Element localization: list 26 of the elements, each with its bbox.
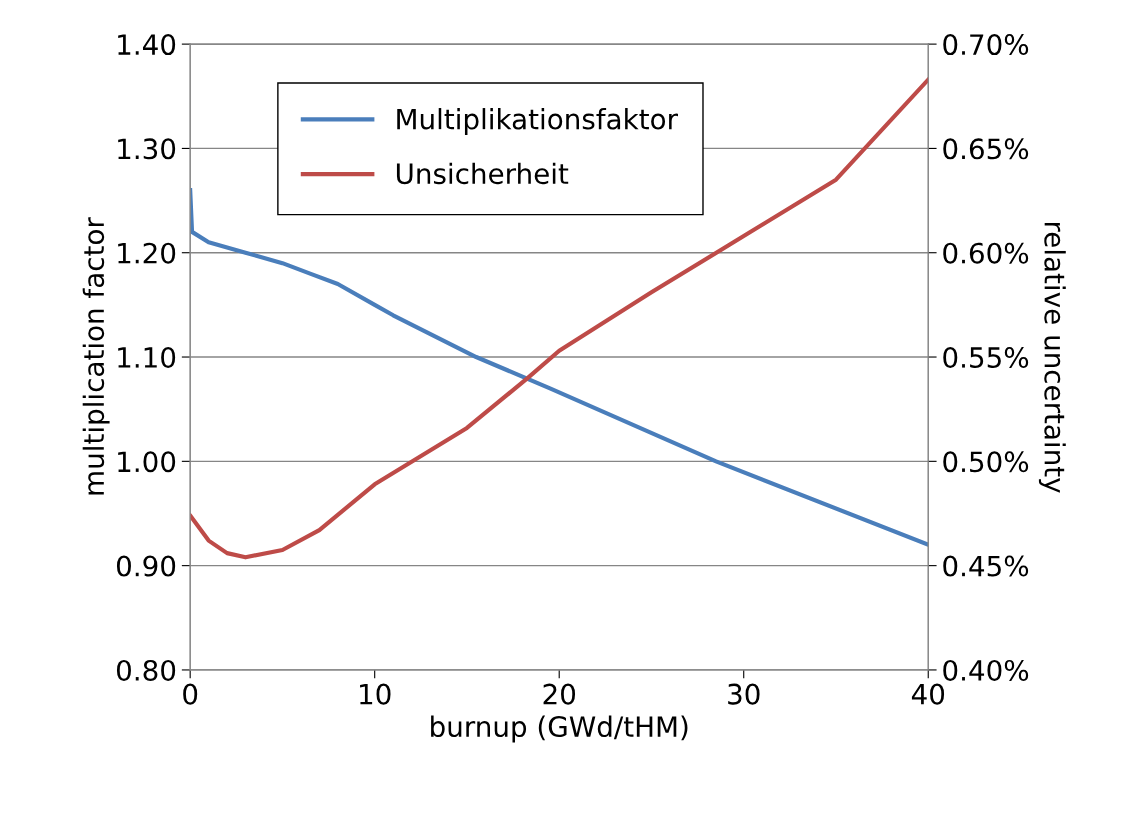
y2-tick-label: 0.65% xyxy=(943,138,1029,160)
y-tick-label: 1.30 xyxy=(118,138,176,160)
y-tick-label: 0.90 xyxy=(116,555,176,577)
y2-axis-title: relative uncertainty xyxy=(1038,222,1066,493)
y-tick-label: 1.40 xyxy=(118,34,176,56)
y2-tick-label: 0.50% xyxy=(943,451,1029,473)
y-axis-title: multiplication factor xyxy=(82,217,110,495)
y2-tick-label: 0.45% xyxy=(943,555,1029,577)
x-tick-label: 40 xyxy=(911,683,945,705)
y2-tick-label: 0.55% xyxy=(943,346,1029,368)
legend-label: Multiplikationsfaktor xyxy=(397,108,678,135)
line-series xyxy=(190,77,929,560)
x-tick-label: 20 xyxy=(543,683,576,705)
x-tick-label: 10 xyxy=(360,683,391,705)
y2-tick-label: 0.60% xyxy=(943,242,1029,264)
x-tick-label: 30 xyxy=(728,683,760,705)
y-tick-label: 1.20 xyxy=(118,242,176,264)
x-tick-label: 0 xyxy=(183,683,198,705)
legend-label: Unsicherheit xyxy=(396,162,569,185)
y-tick-label: 1.00 xyxy=(118,451,176,473)
y-tick-label: 1.10 xyxy=(118,346,176,368)
x-axis-title: burnup (GWd/tHM) xyxy=(431,715,688,743)
y2-tick-label: 0.70% xyxy=(943,34,1029,56)
line-series xyxy=(190,188,929,547)
y-tick-label: 0.80 xyxy=(116,659,176,681)
y2-tick-label: 0.40% xyxy=(943,659,1029,681)
